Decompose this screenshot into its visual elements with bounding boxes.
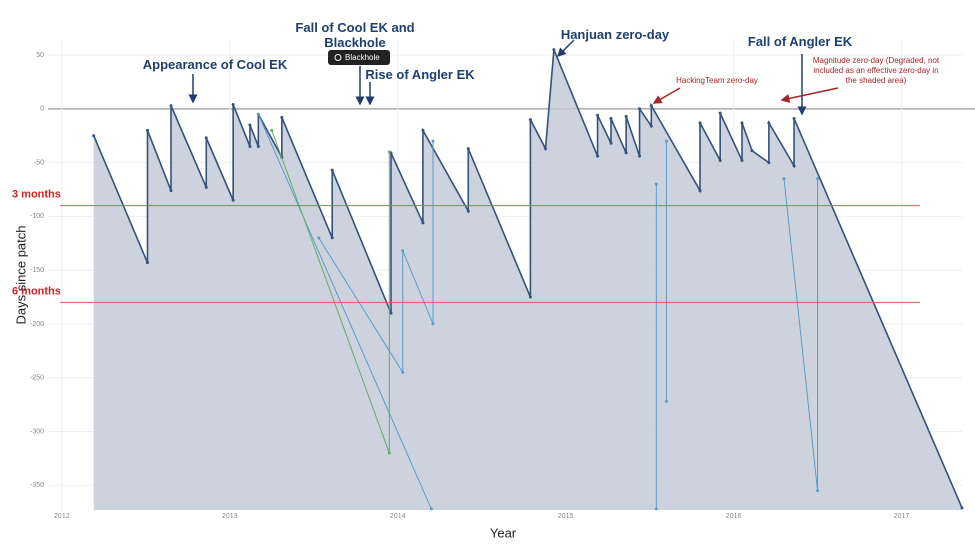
point [664, 139, 668, 143]
annotation: Rise of Angler EK [365, 67, 475, 82]
x-tick-label: 2016 [726, 513, 742, 520]
point [528, 118, 532, 122]
point [609, 141, 613, 145]
point [466, 209, 470, 213]
point [552, 48, 556, 52]
point [698, 189, 702, 193]
point [782, 177, 786, 181]
point [145, 261, 149, 265]
y-tick-label: -350 [30, 482, 44, 489]
point [750, 149, 754, 153]
point [387, 451, 391, 455]
y-tick-label: -300 [30, 428, 44, 435]
point [389, 311, 393, 315]
badge: Blackhole [328, 50, 390, 65]
point [466, 147, 470, 151]
point [256, 112, 260, 116]
point [960, 506, 964, 510]
annotation-arrows [188, 39, 839, 116]
point [698, 121, 702, 125]
point [718, 158, 722, 162]
point [792, 164, 796, 168]
annotation: Fall of Angler EK [747, 34, 853, 49]
point [431, 139, 435, 143]
point [431, 322, 435, 326]
point [330, 168, 334, 172]
point [256, 144, 260, 148]
point [317, 236, 321, 240]
point [816, 177, 820, 181]
point [664, 399, 668, 403]
point [401, 249, 405, 253]
area [93, 49, 963, 511]
point [816, 489, 820, 493]
point [596, 113, 600, 117]
point [204, 136, 208, 140]
y-axis-label: Days since patch [13, 226, 28, 325]
point [231, 198, 235, 202]
point [330, 236, 334, 240]
point [145, 128, 149, 132]
annotation: HackingTeam zero-day [676, 76, 758, 85]
annotation: Appearance of Cool EK [142, 57, 288, 72]
x-tick-label: 2013 [222, 513, 238, 520]
point [649, 104, 653, 108]
x-tick-label: 2017 [894, 513, 910, 520]
point [609, 117, 613, 121]
point [638, 154, 642, 158]
y-tick-label: -200 [30, 321, 44, 328]
point [654, 182, 658, 186]
badge-label: Blackhole [345, 53, 380, 62]
point [387, 150, 391, 154]
reference-label: 3 months [12, 189, 61, 201]
point [638, 107, 642, 111]
y-tick-label: 50 [36, 52, 44, 59]
point [624, 151, 628, 155]
point [718, 111, 722, 115]
point [248, 144, 252, 148]
point [248, 123, 252, 127]
point [654, 507, 658, 511]
point [528, 295, 532, 299]
annotation: Magnitude zero-day (Degraded, not includ… [812, 56, 940, 85]
annotation: Fall of Cool EK and Blackhole [295, 20, 415, 50]
point [767, 121, 771, 125]
point [596, 154, 600, 158]
point [740, 158, 744, 162]
point [169, 189, 173, 193]
point [231, 103, 235, 107]
point [421, 128, 425, 132]
x-tick-label: 2012 [54, 513, 70, 520]
point [544, 147, 548, 151]
point [204, 185, 208, 189]
x-axis-label: Year [490, 525, 517, 540]
point [421, 221, 425, 225]
y-tick-label: -100 [30, 213, 44, 220]
point [280, 115, 284, 119]
point [92, 134, 96, 138]
x-tick-label: 2014 [390, 513, 406, 520]
point [169, 104, 173, 108]
y-tick-label: -50 [34, 159, 44, 166]
point [429, 507, 433, 511]
y-tick-label: -250 [30, 375, 44, 382]
y-tick-label: -150 [30, 267, 44, 274]
point [270, 128, 274, 132]
point [401, 370, 405, 374]
annotation: Hanjuan zero-day [560, 27, 670, 42]
point [740, 121, 744, 125]
point [649, 124, 653, 128]
point [767, 161, 771, 165]
reference-label: 6 months [12, 285, 61, 297]
y-tick-label: 0 [40, 106, 44, 113]
point [792, 117, 796, 121]
x-tick-label: 2015 [558, 513, 574, 520]
point [624, 114, 628, 118]
line [257, 114, 432, 510]
